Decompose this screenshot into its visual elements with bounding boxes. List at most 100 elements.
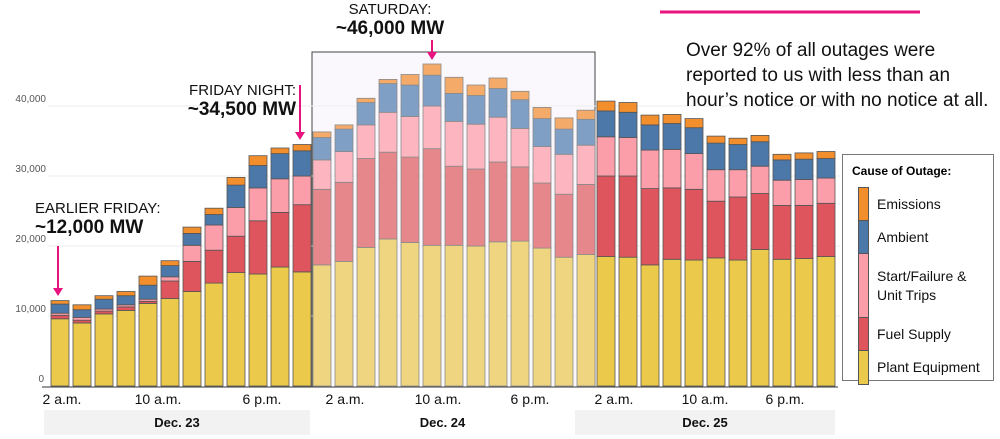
bar-segment-emissions bbox=[400, 74, 420, 86]
bar-segment-plant-equipment bbox=[226, 272, 246, 387]
bar-segment-emissions bbox=[706, 135, 726, 144]
bar-segment-fuel-supply bbox=[706, 200, 726, 259]
legend-item: Plant Equipment bbox=[877, 358, 980, 377]
bar-segment-fuel-supply bbox=[532, 182, 552, 249]
bar-stack bbox=[488, 77, 508, 387]
bar-segment-emissions bbox=[618, 102, 638, 113]
bar-segment-start-failure-unit-trips bbox=[226, 207, 246, 237]
bar-stack bbox=[204, 207, 224, 387]
bar-segment-plant-equipment bbox=[378, 238, 398, 387]
bar-segment-fuel-supply bbox=[444, 165, 464, 246]
bar-segment-start-failure-unit-trips bbox=[72, 316, 92, 321]
bar-segment-emissions bbox=[138, 275, 158, 286]
legend-swatch bbox=[858, 350, 869, 385]
x-tick-label: 10 a.m. bbox=[135, 391, 182, 407]
bar-segment-plant-equipment bbox=[466, 245, 486, 387]
outage-note: Over 92% of all outages were reported to… bbox=[686, 40, 989, 111]
bar-segment-plant-equipment bbox=[596, 256, 616, 387]
bar-stack bbox=[794, 152, 814, 387]
bar-segment-plant-equipment bbox=[684, 259, 704, 387]
legend-swatch bbox=[858, 187, 869, 222]
bar-segment-emissions bbox=[554, 117, 574, 130]
arrow-head-icon bbox=[295, 132, 305, 140]
bar-stack bbox=[596, 100, 616, 387]
bar-segment-fuel-supply bbox=[270, 211, 290, 268]
bar-segment-ambient bbox=[226, 184, 246, 208]
bar-stack bbox=[662, 114, 682, 387]
bar-segment-plant-equipment bbox=[292, 271, 312, 387]
bar-segment-start-failure-unit-trips bbox=[400, 116, 420, 158]
bar-segment-start-failure-unit-trips bbox=[160, 276, 180, 282]
bar-segment-start-failure-unit-trips bbox=[204, 224, 224, 251]
bar-segment-fuel-supply bbox=[292, 204, 312, 273]
bar-segment-fuel-supply bbox=[772, 204, 792, 260]
bar-stack bbox=[138, 275, 158, 387]
annotation-saturday: SATURDAY: ~46,000 MW bbox=[330, 1, 450, 40]
bar-segment-ambient bbox=[72, 309, 92, 318]
bar-segment-ambient bbox=[706, 142, 726, 171]
annotation-label: SATURDAY: bbox=[348, 1, 432, 18]
bar-segment-plant-equipment bbox=[204, 282, 224, 387]
bar-segment-fuel-supply bbox=[816, 202, 836, 257]
bar-segment-emissions bbox=[160, 260, 180, 267]
bar-segment-fuel-supply bbox=[510, 166, 530, 242]
bar-segment-plant-equipment bbox=[444, 244, 464, 387]
bar-segment-plant-equipment bbox=[422, 244, 442, 387]
bar-segment-start-failure-unit-trips bbox=[618, 137, 638, 177]
legend-swatch bbox=[858, 220, 869, 255]
bar-segment-plant-equipment bbox=[772, 258, 792, 387]
bar-segment-plant-equipment bbox=[706, 257, 726, 387]
bar-segment-fuel-supply bbox=[248, 220, 268, 275]
bar-segment-start-failure-unit-trips bbox=[576, 144, 596, 185]
bar-stack bbox=[378, 79, 398, 387]
bar-segment-fuel-supply bbox=[334, 181, 354, 262]
bar-segment-ambient bbox=[640, 124, 660, 151]
annotation-earlier-friday: EARLIER FRIDAY: ~12,000 MW bbox=[35, 200, 161, 239]
y-tick-label: 20,000 bbox=[15, 234, 46, 245]
bar-stack bbox=[618, 102, 638, 387]
bar-stack bbox=[356, 97, 376, 387]
bar-segment-fuel-supply bbox=[684, 188, 704, 261]
bar-segment-fuel-supply bbox=[356, 158, 376, 248]
bar-segment-fuel-supply bbox=[794, 204, 814, 259]
x-tick-label: 2 a.m. bbox=[43, 391, 82, 407]
bar-segment-start-failure-unit-trips bbox=[466, 123, 486, 170]
bar-segment-start-failure-unit-trips bbox=[312, 159, 332, 190]
bar-segment-emissions bbox=[488, 77, 508, 89]
bar-segment-emissions bbox=[248, 155, 268, 166]
bar-segment-emissions bbox=[182, 226, 202, 234]
bar-segment-emissions bbox=[378, 79, 398, 85]
legend-item: Start/Failure & Unit Trips bbox=[877, 267, 966, 305]
bar-segment-plant-equipment bbox=[618, 256, 638, 387]
bar-segment-plant-equipment bbox=[72, 322, 92, 387]
bar-segment-emissions bbox=[596, 100, 616, 112]
legend-label: Plant Equipment bbox=[877, 359, 980, 375]
bar-segment-emissions bbox=[684, 118, 704, 129]
bar-segment-emissions bbox=[356, 97, 376, 103]
arrow-head-icon bbox=[53, 288, 63, 296]
date-band-dec-23: Dec. 23 bbox=[44, 410, 310, 435]
bar-segment-ambient bbox=[662, 123, 682, 150]
bar-stack bbox=[684, 118, 704, 387]
bar-stack bbox=[226, 176, 246, 387]
bar-segment-fuel-supply bbox=[554, 193, 574, 258]
bar-segment-emissions bbox=[750, 134, 770, 143]
bar-segment-ambient bbox=[378, 83, 398, 113]
x-tick-label: 2 a.m. bbox=[595, 391, 634, 407]
bar-segment-start-failure-unit-trips bbox=[248, 187, 268, 222]
bar-segment-emissions bbox=[312, 131, 332, 138]
bar-segment-plant-equipment bbox=[182, 291, 202, 387]
annotation-value: ~12,000 MW bbox=[35, 217, 144, 238]
bar-stack bbox=[270, 147, 290, 387]
bar-segment-emissions bbox=[72, 304, 92, 311]
y-tick-label: 0 bbox=[38, 374, 44, 385]
bar-segment-plant-equipment bbox=[138, 302, 158, 387]
bar-segment-fuel-supply bbox=[596, 175, 616, 257]
bar-segment-start-failure-unit-trips bbox=[706, 169, 726, 202]
bar-segment-start-failure-unit-trips bbox=[270, 178, 290, 213]
bar-segment-start-failure-unit-trips bbox=[794, 179, 814, 206]
bar-segment-start-failure-unit-trips bbox=[292, 175, 312, 206]
annotation-friday-night: FRIDAY NIGHT: ~34,500 MW bbox=[180, 82, 296, 121]
bar-segment-ambient bbox=[116, 295, 136, 306]
